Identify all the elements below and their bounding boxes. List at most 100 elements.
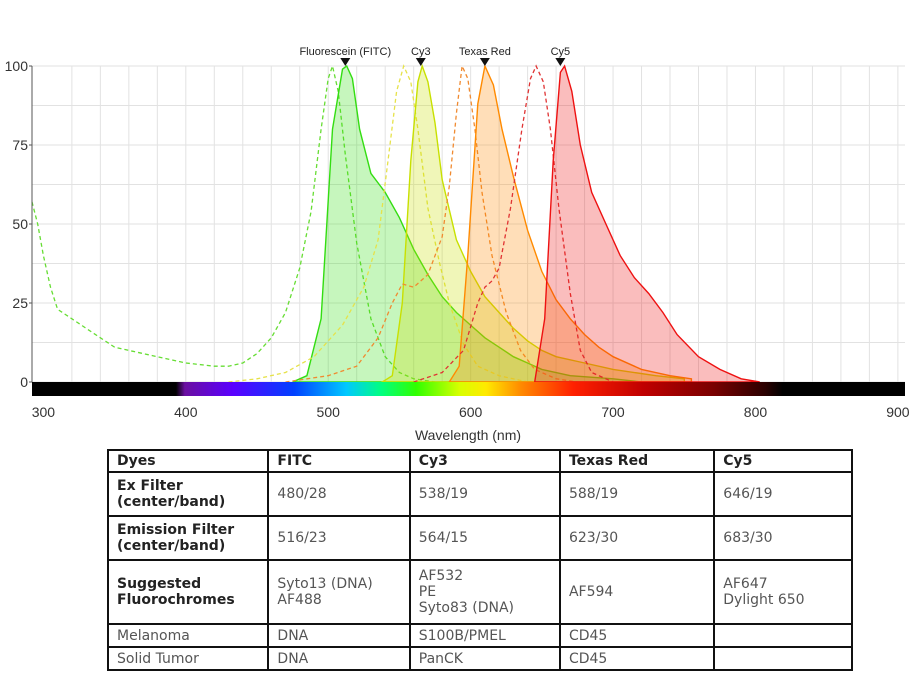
table-cell: DNA [267, 623, 411, 648]
texas-red-emission-curve [448, 63, 693, 383]
row-label-line: Fluorochromes [117, 592, 235, 608]
row-label-line: Ex Filter [117, 478, 183, 494]
peak-marker-label: Cy3 [411, 46, 431, 58]
x-tick-label: 300 [32, 404, 56, 420]
cell-value: PanCK [418, 650, 463, 667]
cell-value: 683/30 [723, 530, 773, 546]
cell-value: 516/23 [277, 530, 327, 546]
wavelength-spectrum-bar [32, 382, 905, 396]
cy3-emission-curve [379, 63, 685, 383]
table-cell: S100B/PMEL [408, 623, 561, 648]
spectra-chart: 300 400 500 600 700 800 900 0 25 50 75 100 Fluores… [5, 46, 910, 443]
cell-value: 623/30 [568, 530, 619, 546]
cy3-excitation-curve [228, 64, 528, 383]
x-tick-labels: 300 400 500 600 700 800 900 [32, 404, 910, 420]
table-cell: CD45 [558, 623, 716, 648]
peak-marker-triangle [415, 58, 426, 66]
table-cell: AF594 [558, 559, 716, 625]
cell-value: S100B/PMEL [418, 627, 506, 644]
peak-marker-triangle [340, 58, 351, 66]
table-row: Ex Filter (center/band) 480/28 538/19 588/19… [106, 471, 853, 517]
cell-value: DNA [277, 627, 309, 644]
table-body: Ex Filter (center/band) 480/28 538/19 588/19… [106, 471, 853, 671]
cell-value: 538/19 [418, 486, 469, 502]
cell-value: AF532 [418, 568, 464, 584]
row-label: Emission Filter (center/band) [106, 515, 270, 561]
peak-marker-triangle [555, 58, 566, 66]
cell-value: AF488 [277, 592, 322, 608]
cy5-excitation-curve [413, 64, 614, 383]
row-label: Melanoma [106, 623, 270, 648]
table-cell [713, 623, 853, 648]
table-cell: DNA [267, 646, 411, 671]
row-label-line: Suggested [117, 576, 202, 592]
header-cy5: Cy5 [713, 449, 853, 473]
cell-value: CD45 [568, 650, 608, 667]
cell-value: AF647 [723, 576, 768, 592]
cell-value: 564/15 [418, 530, 469, 546]
header-dyes: Dyes [106, 449, 270, 473]
header-fitc: FITC [267, 449, 411, 473]
table-row: Solid Tumor DNA PanCK CD45 [106, 646, 853, 671]
fitc-excitation-curve [31, 63, 436, 383]
y-tick-labels: 0 25 50 75 100 [5, 58, 32, 390]
x-axis-label: Wavelength (nm) [415, 427, 521, 443]
peak-marker-label: Fluorescein (FITC) [299, 46, 391, 58]
y-tick-label: 50 [12, 216, 28, 232]
table-cell: 646/19 [713, 471, 853, 517]
table-cell: 623/30 [558, 515, 716, 561]
y-tick-label: 0 [20, 374, 28, 390]
y-tick-label: 100 [5, 58, 29, 74]
series-layer [31, 63, 760, 383]
table-cell: 683/30 [713, 515, 853, 561]
row-label: Ex Filter (center/band) [106, 471, 270, 517]
cell-value: PE [418, 584, 437, 600]
x-tick-label: 700 [601, 404, 625, 420]
header-cy3: Cy3 [408, 449, 561, 473]
table-cell: 564/15 [408, 515, 561, 561]
table-cell [713, 646, 853, 671]
cy5-emission-curve [533, 64, 760, 383]
cell-value: 588/19 [568, 486, 619, 502]
peak-marker-triangle [479, 58, 490, 66]
table-cell: 516/23 [267, 515, 411, 561]
row-label-line: Emission Filter [117, 522, 235, 538]
row-label-line: Solid Tumor [117, 650, 199, 667]
cell-value: Syto83 (DNA) [418, 600, 514, 616]
dye-filter-table: Dyes FITC Cy3 Texas Red Cy5 Ex Filter (ce… [106, 449, 853, 671]
x-tick-label: 400 [174, 404, 198, 420]
x-tick-label: 600 [459, 404, 483, 420]
cell-value: CD45 [568, 627, 608, 644]
cell-value: AF594 [568, 584, 614, 600]
peak-marker-label: Cy5 [551, 46, 571, 58]
cell-value: Syto13 (DNA) [277, 576, 373, 592]
table-header-row: Dyes FITC Cy3 Texas Red Cy5 [106, 449, 853, 473]
row-label-line: Melanoma [117, 627, 190, 644]
peak-markers: Fluorescein (FITC) Cy3 Texas Red Cy5 [299, 46, 570, 66]
x-tick-label: 500 [317, 404, 341, 420]
table-cell: PanCK [408, 646, 561, 671]
header-texas-red: Texas Red [558, 449, 716, 473]
table-cell: 480/28 [267, 471, 411, 517]
row-label: Suggested Fluorochromes [106, 559, 270, 625]
peak-marker-label: Texas Red [459, 46, 511, 58]
row-label-line: (center/band) [117, 538, 226, 554]
y-tick-label: 75 [12, 137, 28, 153]
table-cell: 538/19 [408, 471, 561, 517]
texas-red-excitation-curve [285, 63, 578, 383]
table-cell: AF647 Dylight 650 [713, 559, 853, 625]
table-row: Emission Filter (center/band) 516/23 564/15… [106, 515, 853, 561]
row-label-line: (center/band) [117, 494, 226, 510]
cell-value: Dylight 650 [723, 592, 805, 608]
y-tick-label: 25 [12, 295, 28, 311]
table-cell: AF532 PE Syto83 (DNA) [408, 559, 561, 625]
cell-value: 646/19 [723, 486, 773, 502]
cell-value: 480/28 [277, 486, 327, 502]
x-tick-label: 900 [886, 404, 910, 420]
table-cell: 588/19 [558, 471, 716, 517]
x-tick-label: 800 [744, 404, 768, 420]
grid-lines [32, 65, 905, 383]
table-row: Suggested Fluorochromes Syto13 (DNA) AF488 A… [106, 559, 853, 625]
cell-value: DNA [277, 650, 309, 667]
row-label: Solid Tumor [106, 646, 270, 671]
